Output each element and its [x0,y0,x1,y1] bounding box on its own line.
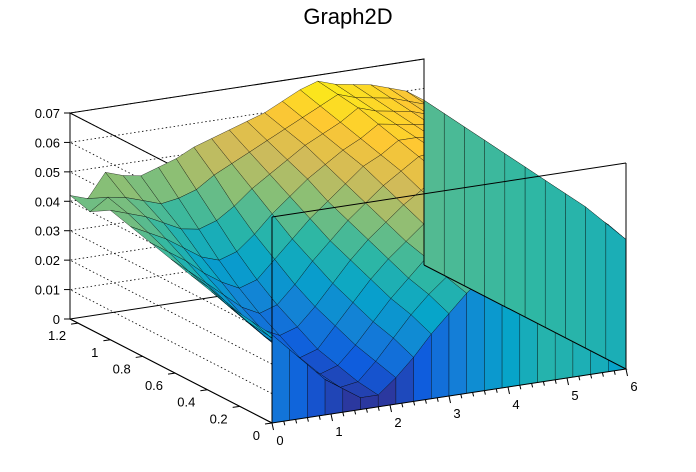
x-tick-label: 5 [571,388,578,403]
y-tick-label: 1 [91,345,98,360]
x-tick-label: 2 [394,415,401,430]
x-minor-tick [483,390,486,395]
x-minor-tick [283,421,286,426]
y-tick-label: 0.4 [177,395,195,410]
x-minor-tick [578,376,581,381]
y-tick-mark [232,405,240,408]
x-minor-tick [542,381,545,386]
front-skirt-cell [271,334,290,424]
y-tick-label: 0 [253,428,260,443]
y-tick-mark [200,389,208,392]
x-minor-tick [436,397,439,402]
top-front-edge [271,162,627,218]
x-minor-tick [306,417,309,422]
x-minor-tick [318,415,321,420]
z-tick-label: 0.04 [35,194,60,209]
x-tick-label: 6 [630,379,637,394]
side-skirt-cell [504,153,526,318]
x-tick-label: 4 [512,397,519,412]
x-minor-tick [365,408,368,413]
x-tick-mark [271,422,274,431]
x-axis-tick-labels: 0 1 2 3 4 5 6 [271,368,638,448]
x-minor-tick [590,374,593,379]
x-tick-mark [625,368,628,377]
side-skirt-cell [484,139,505,307]
x-minor-tick [531,383,534,388]
side-skirt-cell [545,179,566,339]
x-minor-tick [519,385,522,390]
y-tick-mark [264,422,273,425]
x-minor-tick [342,412,345,417]
y-tick-mark [103,339,111,342]
x-minor-tick [424,399,427,404]
side-skirt-cell [464,126,485,297]
x-tick-label: 0 [276,433,283,448]
chart-title: Graph2D [303,4,392,29]
x-tick-label: 3 [453,406,460,421]
z-tick-label: 0.05 [35,165,60,180]
side-skirt-cell [585,206,606,359]
x-minor-tick [613,370,616,375]
side-skirt-cell [444,113,465,287]
y-tick-label: 0.2 [210,411,228,426]
side-skirt-cell [565,193,586,349]
x-minor-tick [472,392,475,397]
x-tick-mark [566,377,569,386]
z-tick-label: 0.03 [35,224,60,239]
x-tick-mark [448,395,451,404]
z-tick-label: 0.02 [35,253,60,268]
x-minor-tick [354,410,357,415]
x-minor-tick [460,394,463,399]
x-minor-tick [601,372,604,377]
z-tick-label: 0.01 [35,283,60,298]
x-tick-mark [507,386,510,395]
y-tick-mark [167,372,176,375]
surface-mesh [69,80,627,424]
z-axis-tick-labels: 0 0.01 0.02 0.03 0.04 0.05 0.06 0.07 [35,106,71,327]
x-tick-label: 1 [335,424,342,439]
z-tick-label: 0.07 [35,106,60,121]
x-minor-tick [495,388,498,393]
y-tick-label: 0.6 [145,378,163,393]
z-tick-label: 0 [53,312,60,327]
z-tick-label: 0.06 [35,135,60,150]
y-tick-mark [135,355,143,358]
x-tick-mark [389,404,392,413]
x-minor-tick [401,403,404,408]
x-minor-tick [377,406,380,411]
x-minor-tick [413,401,416,406]
side-skirt-cell [423,99,445,276]
side-skirt-cell [605,222,627,370]
y-axis-tick-labels: 0 0.2 0.4 0.6 0.8 1 1.2 [48,322,273,443]
y-tick-label: 0.8 [113,361,131,376]
x-minor-tick [295,419,298,424]
x-tick-mark [330,413,333,422]
x-minor-tick [554,379,557,384]
y-tick-label: 1.2 [48,328,66,343]
y-tick-mark [71,322,79,325]
side-skirt-cell [524,166,546,328]
